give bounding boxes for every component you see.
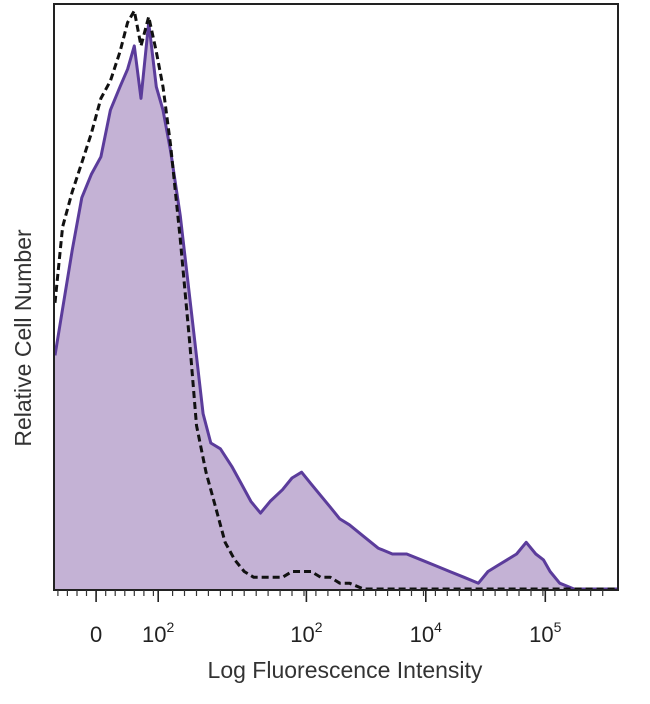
x-tick-label: 102 bbox=[142, 619, 174, 647]
x-tick-label: 104 bbox=[410, 619, 442, 647]
x-tick-label: 102 bbox=[290, 619, 322, 647]
series-0-line bbox=[53, 21, 617, 591]
y-axis-title: Relative Cell Number bbox=[10, 229, 36, 447]
x-tick-label: 0 bbox=[90, 622, 102, 647]
plot-frame bbox=[53, 3, 619, 591]
series-1-line bbox=[53, 9, 617, 591]
x-axis-title: Log Fluorescence Intensity bbox=[208, 657, 483, 683]
x-tick-label: 105 bbox=[529, 619, 561, 647]
series-0-area bbox=[55, 22, 617, 589]
